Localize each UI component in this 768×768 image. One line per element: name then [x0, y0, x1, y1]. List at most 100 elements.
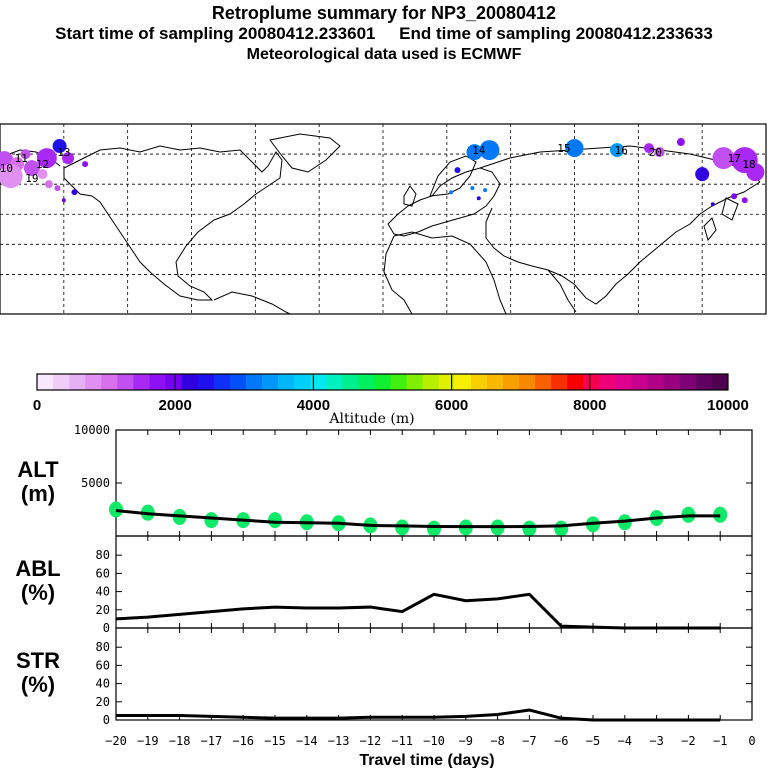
colorbar-cell — [486, 374, 504, 390]
day-label: 10 — [0, 162, 13, 175]
x-tick-label: 0 — [748, 734, 755, 748]
colorbar-cell — [454, 374, 472, 390]
plume-point — [62, 152, 75, 165]
x-tick-label: −8 — [490, 734, 504, 748]
colorbar-cells — [37, 374, 729, 390]
x-tick-label: −9 — [459, 734, 473, 748]
met-data-source: Meteorological data used is ECMWF — [246, 46, 522, 63]
plume-point — [466, 144, 483, 161]
x-tick-label: −19 — [137, 734, 159, 748]
colorbar-tick-label: 0 — [33, 397, 41, 414]
panel-alt: 5000 10000 ALT(m) — [17, 423, 753, 537]
y-tick-label: 0 — [103, 713, 110, 727]
plume-point — [676, 138, 685, 147]
panel-label: ABL — [15, 556, 60, 581]
colorbar-tick-label: 6000 — [435, 397, 468, 414]
colorbar-cell — [583, 374, 600, 390]
plume-point — [476, 196, 481, 201]
colorbar-cell — [406, 374, 424, 390]
colorbar-frame — [36, 373, 729, 391]
panel-label: ALT — [17, 457, 59, 482]
plume-point — [20, 149, 31, 160]
colorbar-cell — [165, 374, 183, 390]
plume-point — [654, 147, 665, 158]
alt-point — [395, 519, 410, 536]
y-tick-label: 20 — [96, 695, 110, 709]
alt-point — [268, 512, 282, 529]
alt-point — [427, 520, 441, 537]
y-tick-label: 20 — [96, 603, 110, 617]
colorbar-ticks: 0 2000 4000 6000 8000 10000 — [33, 374, 749, 414]
plume-point — [746, 163, 765, 182]
colorbar-cell — [631, 374, 649, 390]
colorbar-cell — [390, 374, 408, 390]
plume-point — [470, 186, 475, 191]
x-tick-label: −1 — [713, 734, 727, 748]
colorbar-cell — [503, 374, 520, 390]
colorbar-cell — [663, 374, 681, 390]
plume-point — [479, 140, 500, 161]
plume-point — [0, 164, 23, 189]
x-tick-label: −12 — [360, 734, 382, 748]
colorbar-tick-label: 10000 — [707, 397, 749, 414]
x-tick-label: −6 — [554, 734, 568, 748]
coast-north-america — [63, 145, 283, 301]
colorbar-cell — [229, 374, 247, 390]
colorbar-cell — [599, 374, 617, 390]
colorbar-cell — [85, 374, 102, 390]
colorbar-cell — [551, 374, 568, 390]
abl-line — [115, 592, 721, 630]
colorbar-tick-label: 4000 — [297, 397, 330, 414]
x-tick-label: −20 — [105, 734, 127, 748]
panel-label: (%) — [21, 580, 55, 605]
colorbar-cell — [310, 374, 327, 390]
colorbar-cell — [213, 374, 231, 390]
alt-point — [554, 520, 569, 537]
alt-point — [109, 501, 123, 518]
x-tick-label: −10 — [423, 734, 445, 748]
x-tick-label: −4 — [618, 734, 632, 748]
colorbar-cell — [647, 374, 665, 390]
panel-abl: 0 20 40 60 80 ABL(%) — [15, 535, 753, 635]
plume-point — [741, 197, 748, 204]
panel-frame — [115, 627, 753, 721]
colorbar-cell — [438, 374, 456, 390]
day-label: 11 — [15, 152, 28, 165]
colorbar-cell — [535, 374, 552, 390]
colorbar-cell — [679, 374, 697, 390]
day-label: 19 — [25, 172, 38, 185]
day-label: 20 — [649, 146, 662, 159]
colorbar-cell — [261, 374, 279, 390]
y-tick-label: 60 — [96, 566, 110, 580]
y-tick-label: 10000 — [74, 423, 110, 437]
colorbar-cell — [374, 374, 392, 390]
x-tick-label: −3 — [649, 734, 663, 748]
plume-point — [37, 169, 48, 180]
x-tick-label: −17 — [201, 734, 223, 748]
plume-point — [23, 160, 40, 177]
colorbar-label: Altitude (m) — [328, 411, 414, 427]
plume-point — [36, 148, 57, 169]
coast-india — [547, 269, 577, 313]
day-label: 15 — [557, 142, 570, 155]
plume-point — [52, 139, 67, 154]
plume-point — [710, 202, 715, 207]
colorbar-cell — [422, 374, 440, 390]
colorbar-cell — [358, 374, 375, 390]
day-label: 13 — [57, 146, 70, 159]
day-label: 12 — [36, 158, 49, 171]
plume-point — [483, 188, 488, 193]
plume-point — [643, 143, 654, 154]
x-tick-label: −2 — [681, 734, 695, 748]
coast-japan — [703, 217, 717, 242]
colorbar-cell — [197, 374, 215, 390]
plume-point — [44, 180, 53, 189]
altitude-colorbar: 0 2000 4000 6000 8000 10000 Altitude (m) — [33, 373, 749, 427]
plume-point — [712, 147, 735, 170]
coast-africa — [393, 231, 507, 315]
plume-point — [71, 189, 78, 196]
colorbar-cell — [101, 374, 118, 390]
